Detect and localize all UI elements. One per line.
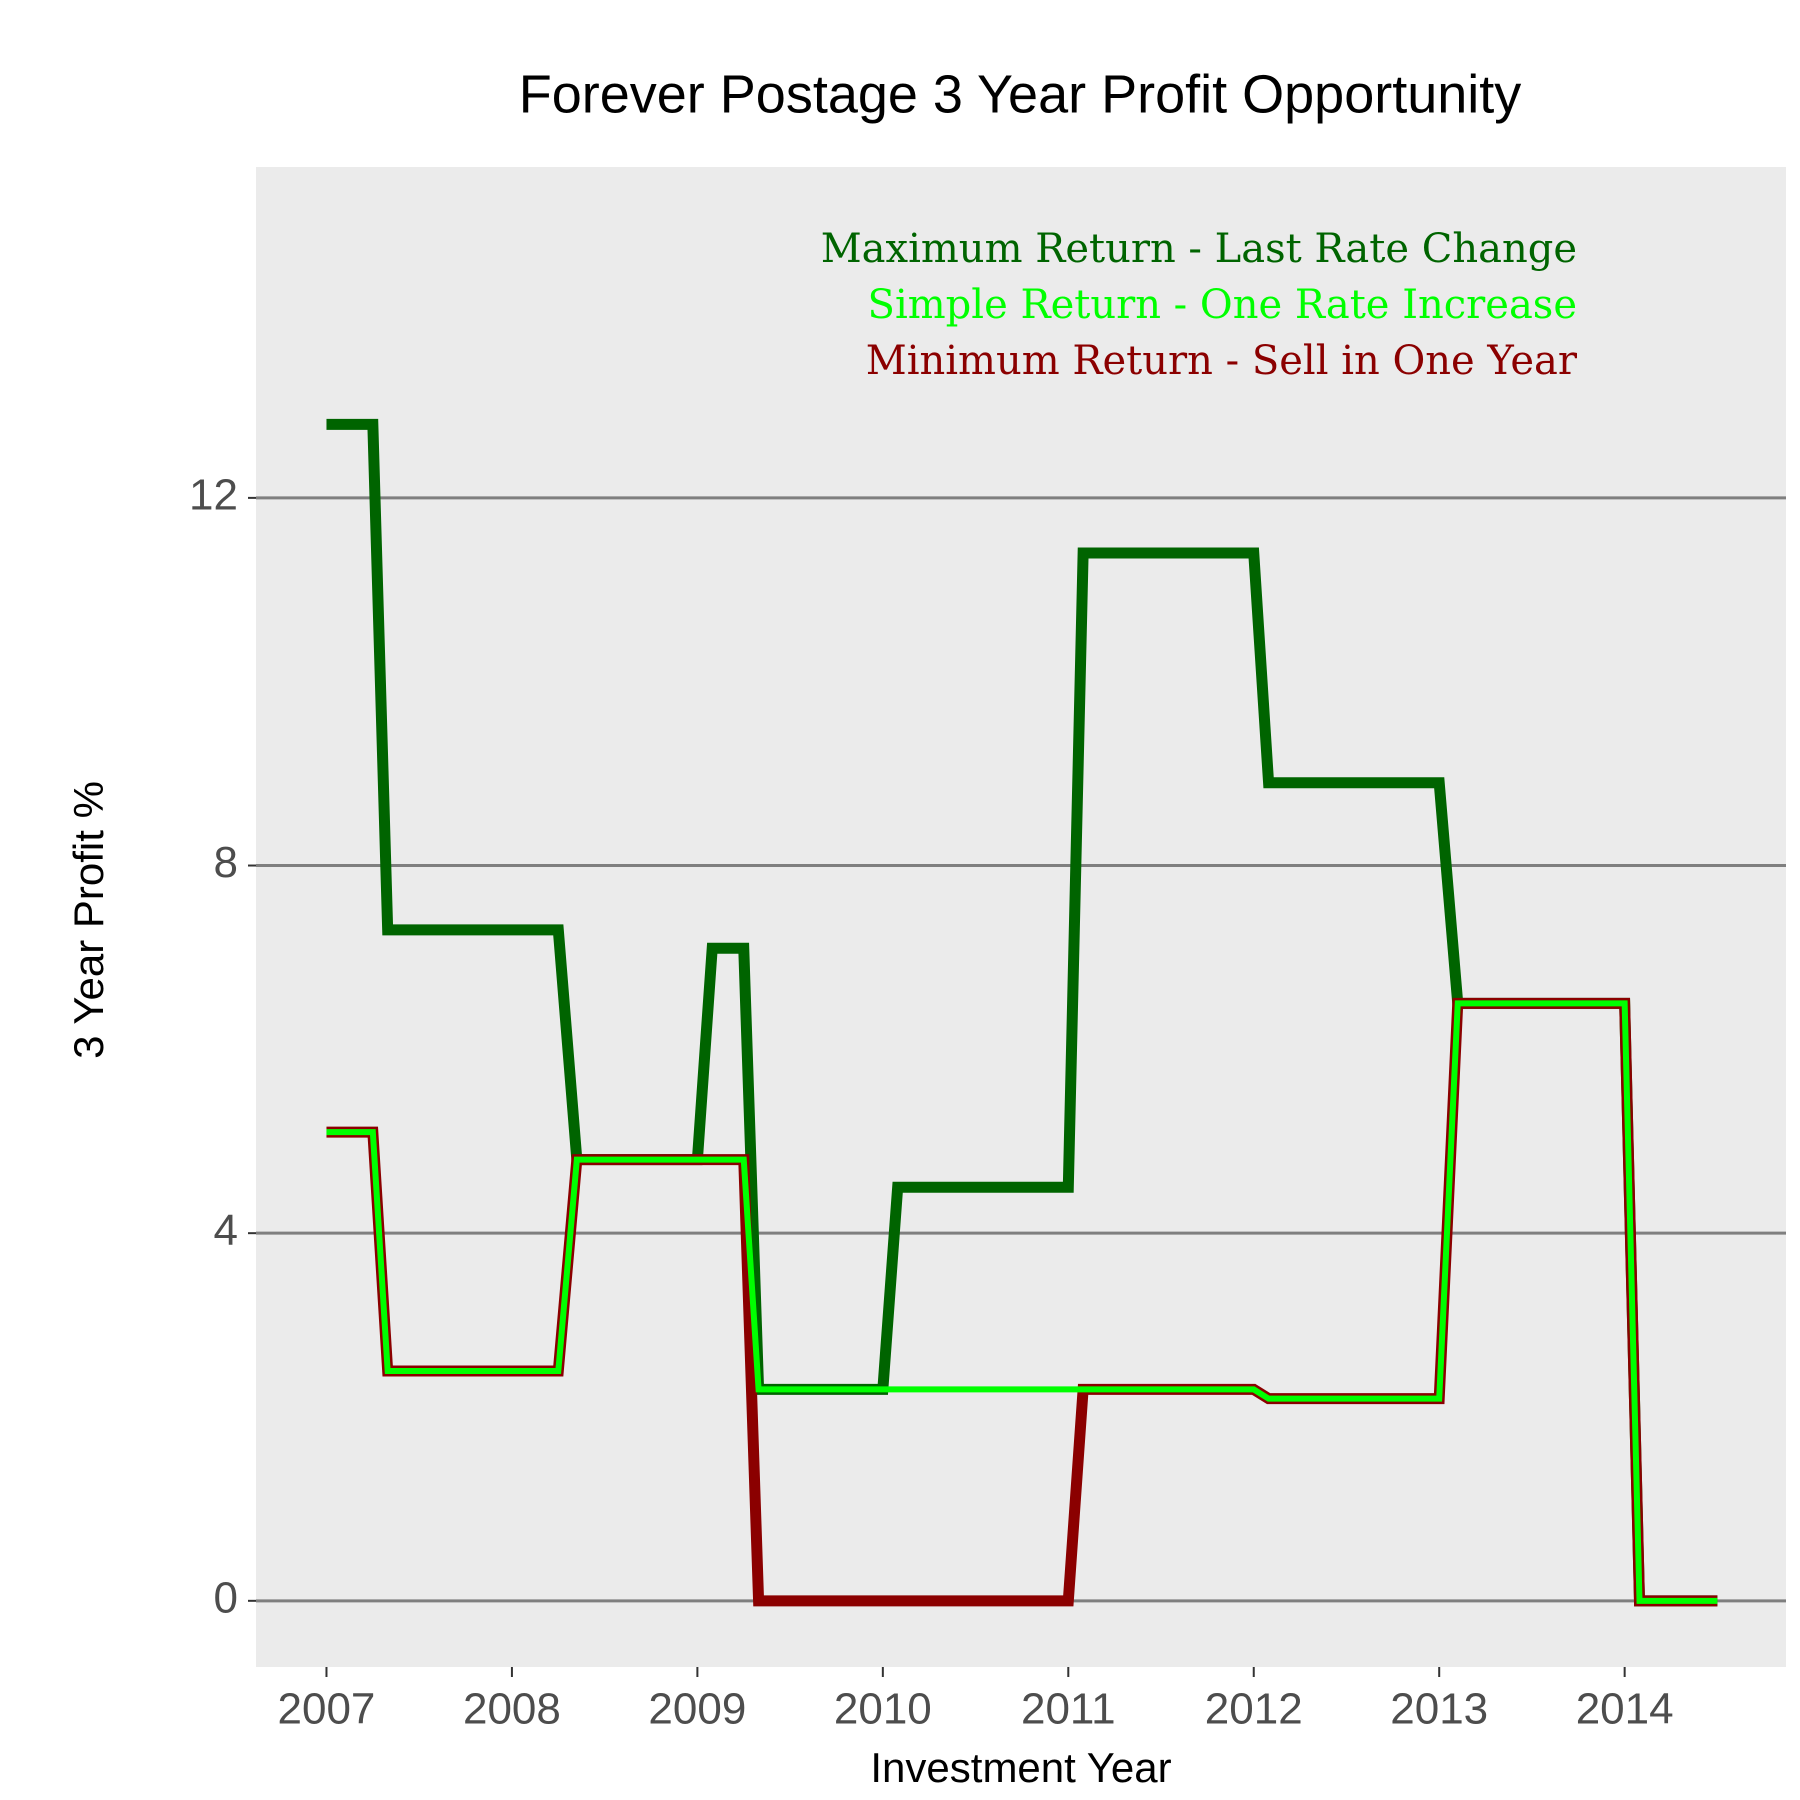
x-tick-label: 2013 (1390, 1685, 1488, 1734)
y-tick-label: 12 (189, 471, 238, 520)
y-tick-label: 8 (214, 838, 238, 887)
y-tick-label: 0 (214, 1573, 238, 1622)
grid: 0 4 8 12 2007 2008 2009 2010 2011 2012 2013 2014 (189, 471, 1786, 1734)
x-tick-label: 2014 (1576, 1685, 1674, 1734)
y-tick-label: 4 (214, 1206, 238, 1255)
legend: Maximum Return - Last Rate Change Simple … (821, 226, 1578, 384)
lines (326, 418, 1718, 1607)
y-axis-label: 3 Year Profit % (65, 781, 112, 1059)
x-tick-label: 2008 (463, 1685, 561, 1734)
series-line (326, 1000, 1718, 1604)
series-line (326, 418, 1718, 1607)
x-tick-label: 2007 (278, 1685, 376, 1734)
chart-title: Forever Postage 3 Year Profit Opportunit… (519, 64, 1522, 124)
x-tick-label: 2009 (648, 1685, 746, 1734)
legend-entry: Maximum Return - Last Rate Change (821, 226, 1577, 272)
legend-entry: Simple Return - One Rate Increase (868, 282, 1577, 328)
legend-entry: Minimum Return - Sell in One Year (866, 338, 1578, 384)
x-tick-label: 2010 (834, 1685, 932, 1734)
x-tick-label: 2012 (1205, 1685, 1303, 1734)
x-axis-label: Investment Year (870, 1744, 1171, 1791)
plot-panel (256, 167, 1786, 1667)
x-tick-label: 2011 (1021, 1685, 1116, 1734)
